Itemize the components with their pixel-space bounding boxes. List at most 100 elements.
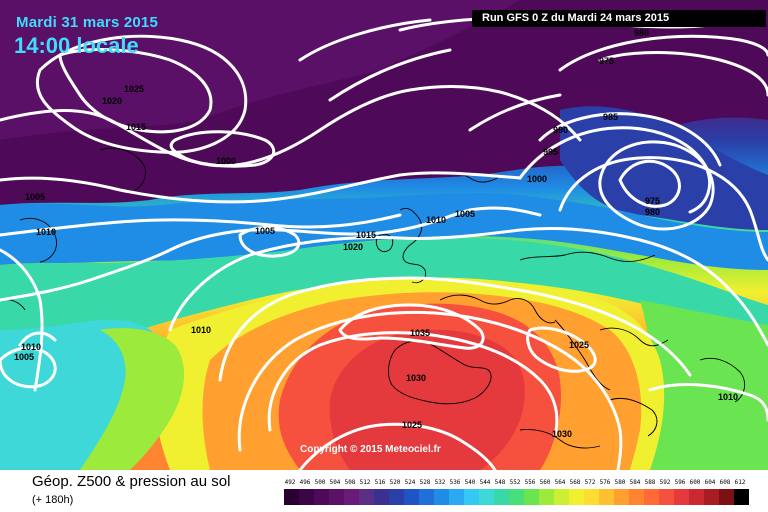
legend-subtitle: (+ 180h) [32,494,74,506]
scale-swatch [344,489,359,505]
scale-label: 548 [494,479,506,486]
scale-swatch [599,489,614,505]
copyright: Copyright © 2015 Meteociel.fr [300,444,441,455]
scale-label: 528 [419,479,431,486]
scale-swatch [509,489,524,505]
scale-swatch [704,489,719,505]
scale-label: 532 [434,479,446,486]
iso-980-top: 980 [634,28,649,38]
scale-label: 516 [374,479,386,486]
field-green-west [80,328,185,470]
scale-label: 588 [644,479,656,486]
scale-label: 572 [584,479,596,486]
iso-1010-fw: 1010 [21,342,41,352]
scale-swatch [314,489,329,505]
field-red-inner [329,329,525,470]
scale-swatch [434,489,449,505]
scale-swatch [479,489,494,505]
run-info: Run GFS 0 Z du Mardi 24 mars 2015 [472,10,766,27]
iso-1015-c: 1015 [356,230,376,240]
scale-label: 508 [344,479,356,486]
iso-975-low: 975 [645,196,660,206]
forecast-date: Mardi 31 mars 2015 [16,14,159,31]
iso-1020-nw: 1020 [102,96,122,106]
scale-label: 496 [299,479,311,486]
legend: Géop. Z500 & pression au sol (+ 180h) 49… [0,470,768,512]
scale-swatch [719,489,734,505]
scale-swatch [419,489,434,505]
scale-swatch [689,489,704,505]
scale-label: 580 [614,479,626,486]
scale-swatch [404,489,419,505]
iso-1025-e: 1025 [569,340,589,350]
scale-swatch [629,489,644,505]
scale-label: 576 [599,479,611,486]
iso-1010-w: 1010 [36,227,56,237]
legend-title: Géop. Z500 & pression au sol [32,473,231,490]
scale-label: 560 [539,479,551,486]
scale-swatch [464,489,479,505]
iso-975-top: 975 [599,56,614,66]
weather-map: 1025 1020 1015 1000 1005 1010 1005 1010 … [0,0,768,470]
iso-1010-sw: 1010 [191,325,211,335]
scale-label: 592 [659,479,671,486]
scale-label: 568 [569,479,581,486]
iso-1020-c: 1020 [343,242,363,252]
scale-label: 500 [314,479,326,486]
iso-980-low: 980 [645,207,660,217]
scale-swatch [674,489,689,505]
scale-swatch [524,489,539,505]
iso-1025-s: 1025 [402,420,422,430]
iso-985: 985 [603,112,618,122]
iso-995: 995 [543,147,558,157]
scale-label: 596 [674,479,686,486]
scale-label: 552 [509,479,521,486]
iso-1010-e: 1010 [718,392,738,402]
scale-label: 544 [479,479,491,486]
scale-label: 504 [329,479,341,486]
scale-swatch [449,489,464,505]
scale-swatch [284,489,299,505]
scale-swatch [359,489,374,505]
scale-swatch [329,489,344,505]
iso-990: 990 [553,125,568,135]
scale-label: 564 [554,479,566,486]
iso-1030-se: 1030 [552,429,572,439]
scale-swatch [659,489,674,505]
scale-label: 512 [359,479,371,486]
color-scale: 492 496 500 504 508 512 516 520 524 528 532 536 540 5… [284,479,752,507]
iso-1025-nw: 1025 [124,84,144,94]
scale-swatch [299,489,314,505]
scale-label: 524 [404,479,416,486]
scale-swatch [374,489,389,505]
scale-label: 608 [719,479,731,486]
scale-label: 584 [629,479,641,486]
scale-swatch [539,489,554,505]
map-canvas: 1025 1020 1015 1000 1005 1010 1005 1010 … [0,0,768,470]
scale-label: 604 [704,479,716,486]
scale-label: 540 [464,479,476,486]
field-low-east [560,106,768,230]
iso-1030-c: 1030 [406,373,426,383]
iso-1035: 1035 [410,328,430,338]
iso-1010-mid: 1010 [426,215,446,225]
forecast-time: 14:00 locale [14,33,139,58]
field-cyan-band [0,237,768,345]
iso-1005-mid: 1005 [255,226,275,236]
scale-swatch [494,489,509,505]
scale-swatch [389,489,404,505]
iso-1005-n2: 1005 [455,209,475,219]
scale-label: 520 [389,479,401,486]
scale-swatch [584,489,599,505]
isobar-labels: 1025 1020 1015 1000 1005 1010 1005 1010 … [14,28,738,439]
scale-swatch [614,489,629,505]
iso-1000-ne: 1000 [527,174,547,184]
scale-label: 612 [734,479,746,486]
scale-label: 600 [689,479,701,486]
scale-label: 536 [449,479,461,486]
scale-swatch [644,489,659,505]
scale-swatch [554,489,569,505]
iso-1005-fw: 1005 [14,352,34,362]
scale-label: 492 [284,479,296,486]
scale-swatch [569,489,584,505]
